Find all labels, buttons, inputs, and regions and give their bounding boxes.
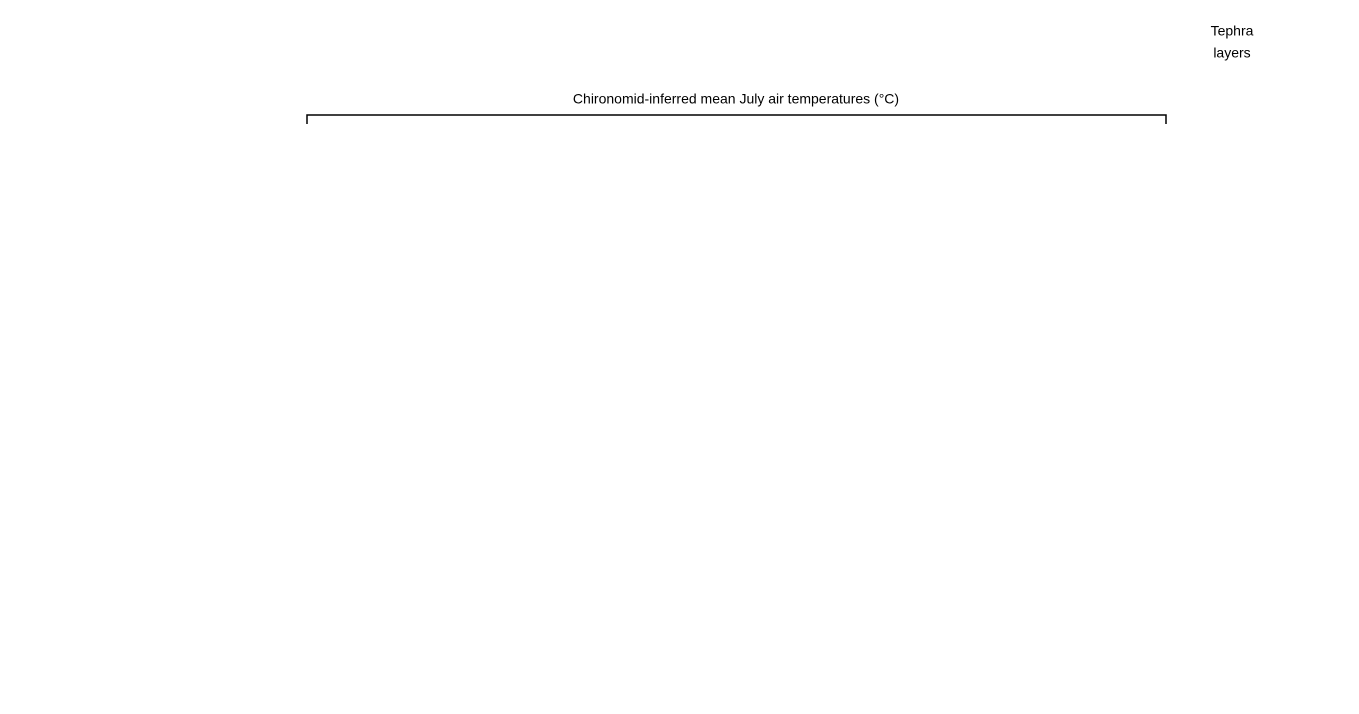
header: Chironomid-inferred mean July air temper… xyxy=(573,91,899,107)
tephra-header: Tephra xyxy=(1211,23,1254,39)
tephra-header: layers xyxy=(1213,45,1250,61)
header-bracket xyxy=(306,114,1167,124)
